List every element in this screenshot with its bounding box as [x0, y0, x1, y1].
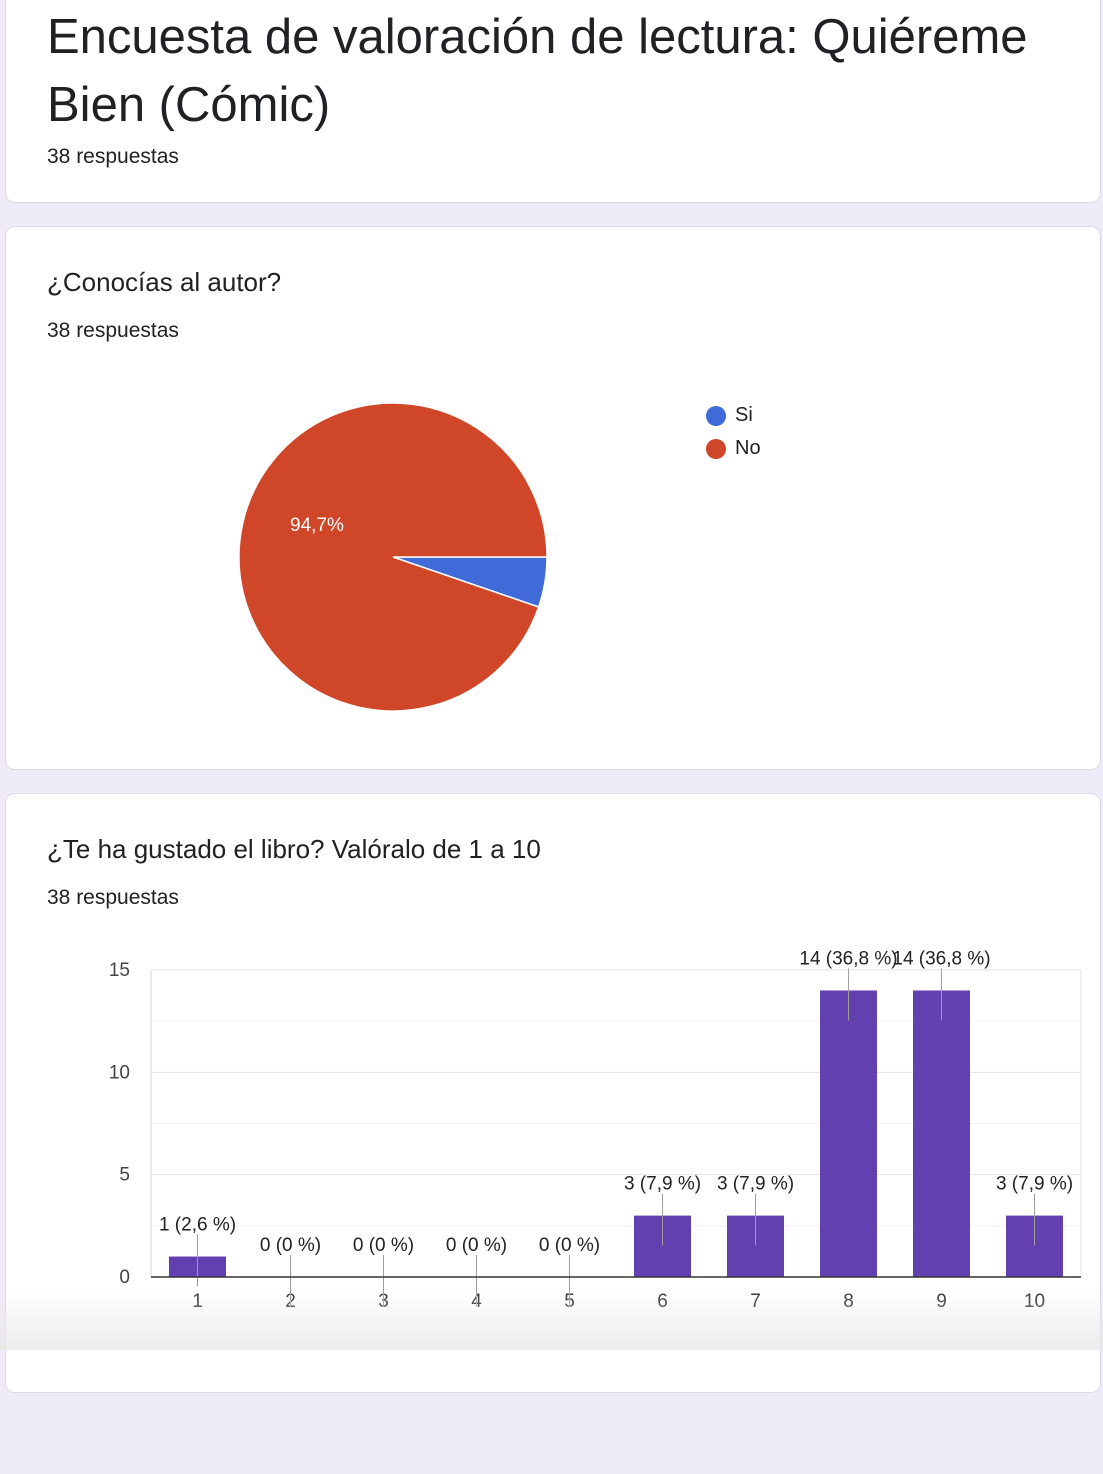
legend-item-si[interactable]: Si — [706, 399, 761, 432]
x-tick-label: 1 — [192, 1291, 203, 1312]
bar-data-label: 1 (2,6 %) — [159, 1215, 236, 1236]
y-tick-label: 10 — [109, 1062, 130, 1083]
x-tick-label: 7 — [750, 1291, 761, 1312]
x-tick-label: 6 — [657, 1291, 668, 1312]
x-tick-label: 9 — [936, 1291, 947, 1312]
pie-slice-label: 94,7% — [290, 515, 344, 536]
bar-9[interactable] — [913, 990, 970, 1277]
legend-label: Si — [735, 404, 753, 426]
chart-legend: Si No — [706, 399, 761, 465]
bar-8[interactable] — [820, 990, 877, 1277]
x-tick-label: 10 — [1024, 1291, 1045, 1312]
bar-data-label: 14 (36,8 %) — [892, 948, 990, 969]
bar-data-label: 3 (7,9 %) — [624, 1174, 701, 1195]
y-tick-label: 5 — [119, 1165, 130, 1186]
bar-data-label: 0 (0 %) — [446, 1235, 507, 1256]
question-card-valoracion: ¿Te ha gustado el libro? Valóralo de 1 a… — [5, 793, 1101, 1393]
legend-swatch — [706, 405, 726, 426]
form-response-count: 38 respuestas — [47, 145, 179, 168]
bar-data-label: 3 (7,9 %) — [996, 1174, 1073, 1195]
bar-data-label: 0 (0 %) — [539, 1235, 600, 1256]
x-tick-label: 8 — [843, 1291, 854, 1312]
form-header-card: Encuesta de valoración de lectura: Quiér… — [5, 0, 1101, 203]
pie-slice-no[interactable] — [238, 402, 548, 712]
question-response-count: 38 respuestas — [47, 886, 179, 909]
y-tick-label: 0 — [119, 1267, 130, 1288]
legend-label: No — [735, 437, 761, 459]
pie-chart: 94,7% — [238, 402, 548, 712]
legend-swatch — [706, 438, 726, 459]
bar-data-label: 0 (0 %) — [353, 1235, 414, 1256]
bar-data-label: 3 (7,9 %) — [717, 1174, 794, 1195]
bar-data-label: 14 (36,8 %) — [799, 948, 897, 969]
question-card-conocias-autor: ¿Conocías al autor? 38 respuestas 94,7% … — [5, 226, 1101, 770]
question-title: ¿Te ha gustado el libro? Valóralo de 1 a… — [47, 834, 541, 864]
form-title: Encuesta de valoración de lectura: Quiér… — [47, 10, 1028, 132]
question-response-count: 38 respuestas — [47, 319, 179, 342]
legend-item-no[interactable]: No — [706, 432, 761, 465]
y-tick-label: 15 — [109, 960, 130, 981]
bar-data-label: 0 (0 %) — [260, 1235, 321, 1256]
question-title: ¿Conocías al autor? — [47, 267, 282, 297]
